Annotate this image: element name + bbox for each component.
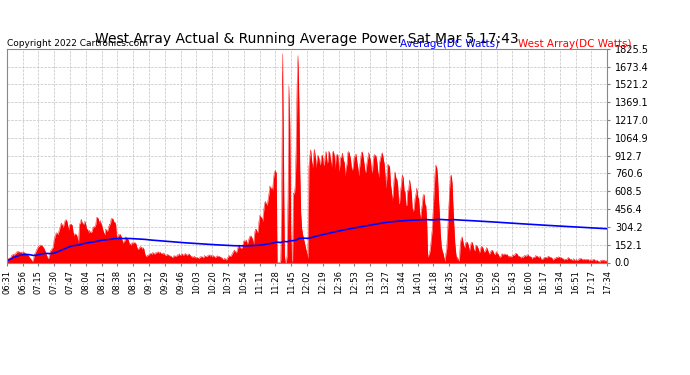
Title: West Array Actual & Running Average Power Sat Mar 5 17:43: West Array Actual & Running Average Powe… bbox=[95, 32, 519, 46]
Text: Copyright 2022 Cartronics.com: Copyright 2022 Cartronics.com bbox=[7, 39, 148, 48]
Text: West Array(DC Watts): West Array(DC Watts) bbox=[518, 39, 631, 50]
Text: Average(DC Watts): Average(DC Watts) bbox=[400, 39, 500, 50]
